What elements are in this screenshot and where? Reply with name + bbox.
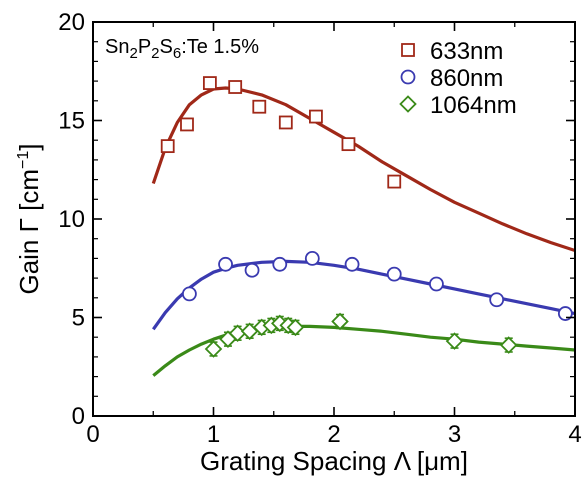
data-markers bbox=[160, 76, 573, 358]
data-point-860nm bbox=[304, 250, 320, 266]
y-tick-label: 15 bbox=[58, 108, 85, 135]
legend-marker-633nm bbox=[401, 43, 415, 57]
axis-ticks: 0 1 2 3 4 0 5 10 15 20 bbox=[58, 9, 581, 448]
data-point-633nm bbox=[180, 117, 194, 132]
data-point-1064nm bbox=[286, 318, 305, 337]
x-tick-label: 2 bbox=[327, 421, 340, 448]
legend-marker-1064nm bbox=[399, 95, 417, 113]
data-point-860nm bbox=[244, 262, 260, 278]
fit-curves bbox=[151, 86, 575, 377]
data-point-633nm bbox=[252, 99, 267, 114]
y-axis-title: Gain Γ [cm−1] bbox=[14, 143, 44, 294]
x-axis-title: Grating Spacing Λ [μm] bbox=[200, 446, 468, 476]
y-tick-label: 10 bbox=[58, 206, 85, 233]
data-point-1064nm bbox=[499, 336, 518, 354]
data-point-860nm bbox=[272, 256, 288, 272]
fit-curve-633nm bbox=[151, 86, 575, 253]
x-tick-label: 0 bbox=[86, 421, 99, 448]
data-point-860nm bbox=[386, 266, 402, 282]
data-point-860nm bbox=[489, 292, 505, 308]
data-point-1064nm bbox=[204, 340, 223, 358]
data-point-633nm bbox=[309, 109, 323, 124]
data-point-633nm bbox=[228, 80, 243, 94]
fit-curve-860nm bbox=[152, 259, 575, 331]
y-tick-label: 0 bbox=[72, 403, 85, 430]
data-point-633nm bbox=[387, 174, 402, 189]
fit-curve-1064nm bbox=[152, 324, 575, 377]
y-tick-label: 20 bbox=[58, 9, 85, 36]
data-point-860nm bbox=[429, 276, 444, 292]
x-tick-label: 4 bbox=[568, 421, 581, 448]
data-point-633nm bbox=[278, 115, 293, 130]
x-tick-label: 3 bbox=[448, 421, 461, 448]
data-point-633nm bbox=[341, 137, 356, 152]
x-tick-label: 1 bbox=[207, 421, 220, 448]
legend-label-860nm: 860nm bbox=[430, 65, 503, 92]
data-point-860nm bbox=[181, 286, 197, 302]
y-tick-label: 5 bbox=[72, 305, 85, 332]
data-point-860nm bbox=[218, 256, 233, 272]
data-point-633nm bbox=[160, 139, 175, 154]
legend-marker-860nm bbox=[400, 69, 416, 85]
legend-label-1064nm: 1064nm bbox=[430, 92, 517, 119]
data-point-860nm bbox=[344, 256, 360, 272]
data-point-633nm bbox=[202, 76, 217, 90]
legend-label-633nm: 633nm bbox=[430, 38, 503, 65]
material-annotation: Sn2P2S6:Te 1.5% bbox=[105, 36, 259, 62]
data-point-1064nm bbox=[331, 312, 349, 331]
data-point-1064nm bbox=[445, 332, 464, 350]
